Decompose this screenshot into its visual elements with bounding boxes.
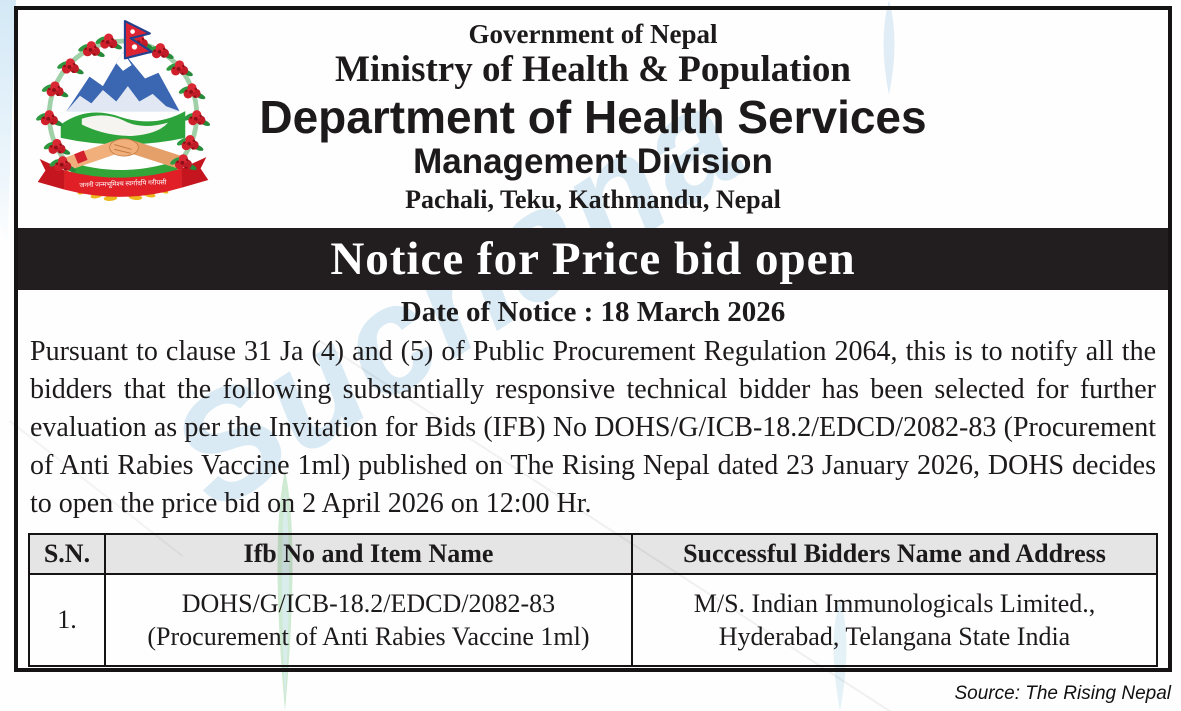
header-government: Government of Nepal [468,19,718,49]
notice-header: जननी जन्मभूमिश्च स्वर्गादपि गरीयसी Gover… [18,10,1168,228]
header-address: Pachali, Teku, Kathmandu, Nepal [405,185,781,215]
header-division: Management Division [413,142,773,182]
ifb-item-name: (Procurement of Anti Rabies Vaccine 1ml) [147,622,590,651]
col-header-bidder: Successful Bidders Name and Address [630,533,1159,575]
date-of-notice: Date of Notice : 18 March 2026 [400,296,786,328]
notice-title: Notice for Price bid open [330,232,856,285]
table-header-row: S.N. Ifb No and Item Name Successful Bid… [28,533,1159,575]
nepal-government-emblem-icon: जननी जन्मभूमिश्च स्वर्गादपि गरीयसी [35,19,212,201]
col-header-ifb: Ifb No and Item Name [103,533,633,575]
table-row: 1. DOHS/G/ICB-18.2/EDCD/2082-83 (Procure… [28,573,1159,667]
cell-ifb: DOHS/G/ICB-18.2/EDCD/2082-83 (Procuremen… [103,573,633,667]
source-credit: Source: The Rising Nepal [954,683,1172,704]
bidder-name: M/S. Indian Immunologicals Limited., [693,588,1096,618]
header-department: Department of Health Services [259,91,927,144]
notice-body-section: Date of Notice : 18 March 2026 Pursuant … [18,290,1168,667]
bidder-address: Hyderabad, Telangana State India [718,622,1071,651]
cell-bidder: M/S. Indian Immunologicals Limited., Hyd… [630,573,1159,667]
bidders-table: S.N. Ifb No and Item Name Successful Bid… [28,533,1159,667]
notice-box: जननी जन्मभूमिश्च स्वर्गादपि गरीयसी Gover… [14,6,1172,672]
header-ministry: Ministry of Health & Population [335,49,851,91]
cell-sn: 1. [28,573,106,667]
notice-title-banner: Notice for Price bid open [18,228,1168,290]
emblem-motto: जननी जन्मभूमिश्च स्वर्गादपि गरीयसी [79,178,166,189]
ifb-number: DOHS/G/ICB-18.2/EDCD/2082-83 [181,588,556,618]
col-header-sn: S.N. [28,533,106,575]
notice-paragraph: Pursuant to clause 31 Ja (4) and (5) of … [30,336,1156,519]
